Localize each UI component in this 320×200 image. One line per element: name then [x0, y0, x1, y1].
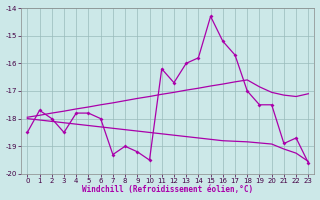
X-axis label: Windchill (Refroidissement éolien,°C): Windchill (Refroidissement éolien,°C) — [82, 185, 253, 194]
